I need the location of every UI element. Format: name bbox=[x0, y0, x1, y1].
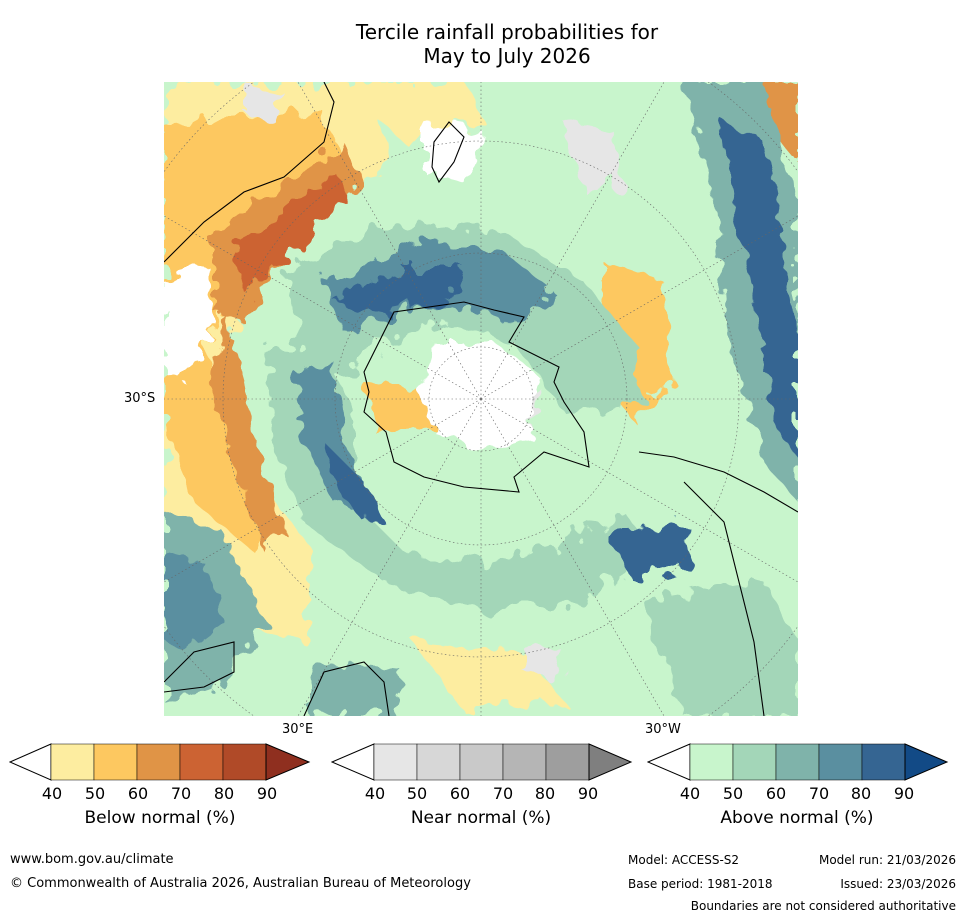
colorbar-above bbox=[647, 743, 949, 781]
tick: 90 bbox=[256, 784, 278, 803]
tick: 70 bbox=[808, 784, 830, 803]
south-america-coast bbox=[638, 451, 798, 716]
title-line-1: Tercile rainfall probabilities for bbox=[355, 20, 659, 44]
lat-label: 30°S bbox=[124, 391, 156, 406]
tick: 70 bbox=[492, 784, 514, 803]
graticule bbox=[164, 82, 798, 716]
australia-coast bbox=[164, 82, 335, 263]
issued-date: Issued: 23/03/2026 bbox=[840, 877, 956, 891]
coastlines bbox=[164, 82, 798, 716]
copyright: © Commonwealth of Australia 2026, Austra… bbox=[10, 876, 471, 891]
antarctica-coast bbox=[363, 301, 590, 493]
tick: 90 bbox=[577, 784, 599, 803]
tick: 40 bbox=[364, 784, 386, 803]
tick: 50 bbox=[722, 784, 744, 803]
map-title: Tercile rainfall probabilities for May t… bbox=[0, 20, 965, 68]
colorbar-near-label: Near normal (%) bbox=[410, 808, 552, 828]
tick: 60 bbox=[765, 784, 787, 803]
tick: 60 bbox=[127, 784, 149, 803]
tick: 40 bbox=[679, 784, 701, 803]
tick: 70 bbox=[170, 784, 192, 803]
colorbar-near bbox=[331, 743, 633, 781]
colorbar-below bbox=[9, 743, 311, 781]
tick: 80 bbox=[850, 784, 872, 803]
model-run: Model run: 21/03/2026 bbox=[818, 853, 956, 867]
colorbar-below-label: Below normal (%) bbox=[84, 808, 236, 828]
africa-coast bbox=[164, 641, 390, 716]
colorbar-above-label: Above normal (%) bbox=[720, 808, 874, 828]
model-name: Model: ACCESS-S2 bbox=[628, 853, 740, 867]
lon-label-left: 30°E bbox=[282, 722, 314, 737]
disclaimer: Boundaries are not considered authoritat… bbox=[690, 899, 956, 913]
lon-label-right: 30°W bbox=[645, 722, 681, 737]
tick: 40 bbox=[41, 784, 63, 803]
tick: 90 bbox=[893, 784, 915, 803]
tick: 60 bbox=[449, 784, 471, 803]
tick: 80 bbox=[213, 784, 235, 803]
title-line-2: May to July 2026 bbox=[423, 44, 591, 68]
tick: 50 bbox=[84, 784, 106, 803]
tick: 80 bbox=[534, 784, 556, 803]
new-zealand-coast bbox=[431, 121, 465, 184]
tick: 50 bbox=[406, 784, 428, 803]
polar-map bbox=[164, 82, 798, 716]
base-period: Base period: 1981-2018 bbox=[628, 877, 773, 891]
website-link[interactable]: www.bom.gov.au/climate bbox=[10, 852, 174, 867]
